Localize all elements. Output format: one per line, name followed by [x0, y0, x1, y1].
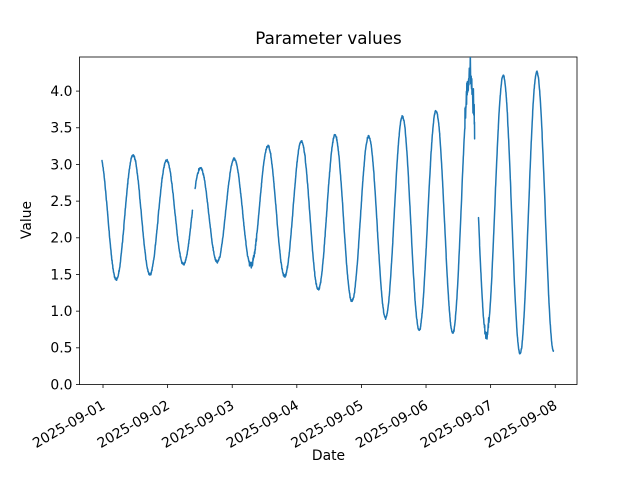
x-tick-label: 2025-09-02 — [95, 398, 173, 452]
series-line-segment-2 — [194, 57, 476, 334]
y-tick-label: 3.0 — [50, 157, 72, 173]
chart-title: Parameter values — [255, 28, 402, 48]
series-line-segment-3 — [477, 70, 555, 355]
y-tick-label: 1.0 — [50, 304, 72, 320]
y-tick-label: 0.0 — [50, 377, 72, 393]
x-tick-label: 2025-09-08 — [482, 398, 560, 452]
x-axis-label: Date — [311, 448, 346, 464]
y-tick-label: 2.5 — [50, 194, 72, 210]
y-axis-label: Value — [19, 200, 35, 240]
x-tick-label: 2025-09-03 — [159, 398, 237, 452]
x-tick-label: 2025-09-04 — [224, 398, 302, 452]
y-tick-label: 1.5 — [50, 267, 72, 283]
y-tick-label: 2.0 — [50, 231, 72, 247]
x-tick-label: 2025-09-07 — [418, 398, 496, 452]
y-tick-label: 3.5 — [50, 121, 72, 137]
x-tick-label: 2025-09-05 — [289, 398, 367, 452]
x-tick-label: 2025-09-01 — [30, 398, 108, 452]
y-tick-label: 4.0 — [50, 84, 72, 100]
axes-frame — [79, 56, 578, 385]
y-tick-label: 0.5 — [50, 341, 72, 357]
series-group — [101, 57, 555, 355]
series-line-segment-1 — [101, 154, 194, 282]
x-tick-label: 2025-09-06 — [353, 398, 431, 452]
